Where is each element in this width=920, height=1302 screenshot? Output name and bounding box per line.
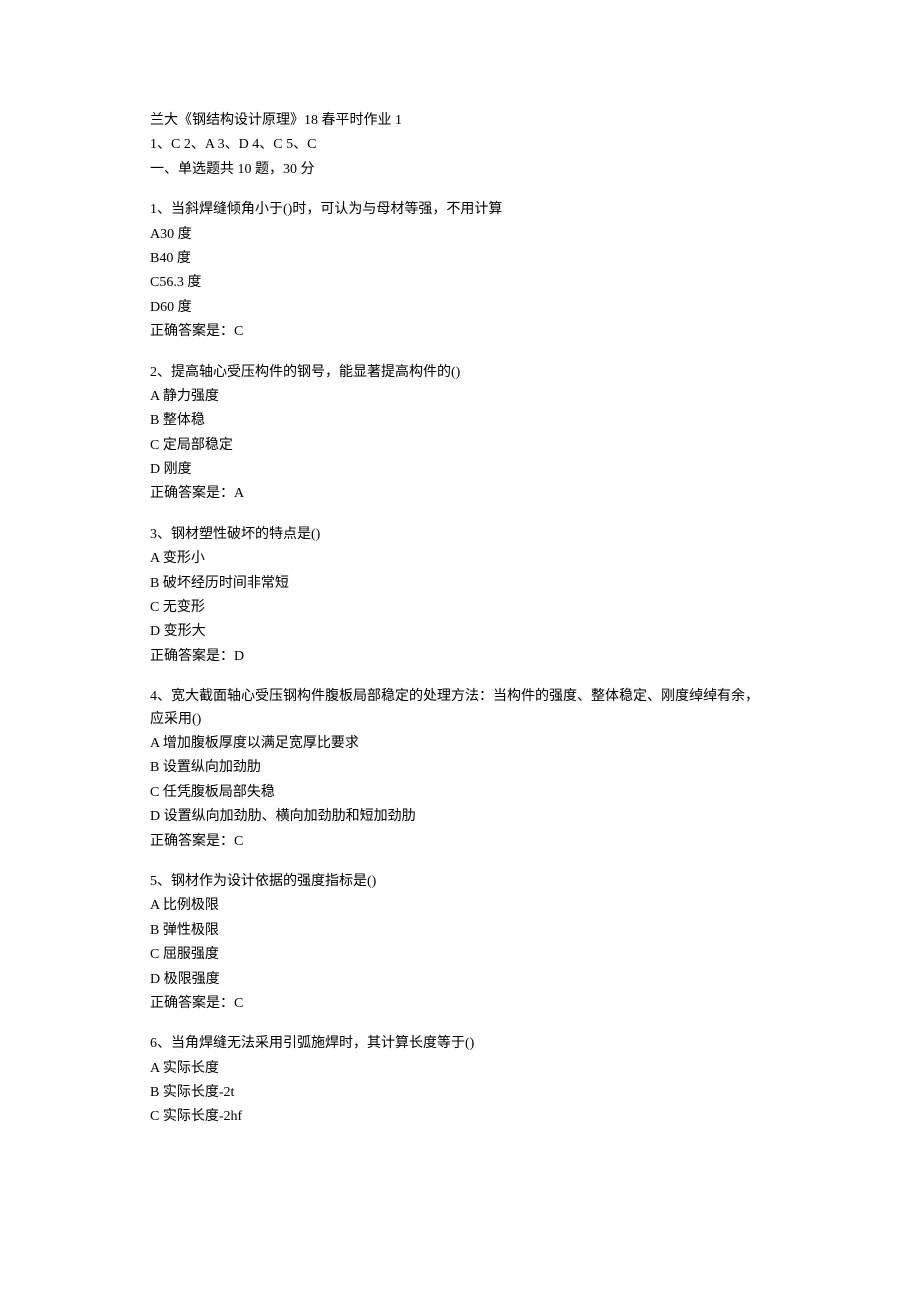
option-line: B40 度 [150, 248, 770, 270]
question-block: 3、钢材塑性破坏的特点是()A 变形小 B 破坏经历时间非常短C 无变形D 变形大… [150, 524, 770, 668]
document-title: 兰大《钢结构设计原理》18 春平时作业 1 [150, 110, 770, 132]
option-line: C56.3 度 [150, 272, 770, 294]
option-line: B 实际长度-2t [150, 1082, 770, 1104]
option-line: D 变形大 [150, 621, 770, 643]
option-line: B 设置纵向加劲肋 [150, 757, 770, 779]
option-line: B 破坏经历时间非常短 [150, 573, 770, 595]
answer-line: 正确答案是：D [150, 646, 770, 668]
option-line: A 实际长度 [150, 1058, 770, 1080]
question-stem: 6、当角焊缝无法采用引弧施焊时，其计算长度等于() [150, 1033, 770, 1055]
option-line: C 定局部稳定 [150, 435, 770, 457]
question-block: 1、当斜焊缝倾角小于()时，可认为与母材等强，不用计算 A30 度B40 度C56… [150, 199, 770, 343]
option-line: C 任凭腹板局部失稳 [150, 782, 770, 804]
question-block: 4、宽大截面轴心受压钢构件腹板局部稳定的处理方法：当构件的强度、整体稳定、刚度绰… [150, 686, 770, 853]
option-line: A 增加腹板厚度以满足宽厚比要求 [150, 733, 770, 755]
option-line: A 静力强度 [150, 386, 770, 408]
answer-key: 1、C 2、A 3、D 4、C 5、C [150, 134, 770, 156]
question-stem: 5、钢材作为设计依据的强度指标是() [150, 871, 770, 893]
answer-line: 正确答案是：A [150, 483, 770, 505]
question-block: 2、提高轴心受压构件的钢号，能显著提高构件的()A 静力强度B 整体稳 C 定局部… [150, 362, 770, 506]
option-line: B 整体稳 [150, 410, 770, 432]
question-block: 6、当角焊缝无法采用引弧施焊时，其计算长度等于() A 实际长度B 实际长度-2t… [150, 1033, 770, 1129]
option-line: A30 度 [150, 224, 770, 246]
option-line: D 刚度 [150, 459, 770, 481]
question-stem: 4、宽大截面轴心受压钢构件腹板局部稳定的处理方法：当构件的强度、整体稳定、刚度绰… [150, 686, 770, 731]
option-line: A 变形小 [150, 548, 770, 570]
question-block: 5、钢材作为设计依据的强度指标是()A 比例极限 B 弹性极限C 屈服强度 D 极限… [150, 871, 770, 1015]
option-line: D 极限强度 [150, 969, 770, 991]
questions-container: 1、当斜焊缝倾角小于()时，可认为与母材等强，不用计算 A30 度B40 度C56… [150, 199, 770, 1129]
answer-line: 正确答案是：C [150, 321, 770, 343]
question-stem: 2、提高轴心受压构件的钢号，能显著提高构件的() [150, 362, 770, 384]
option-line: C 无变形 [150, 597, 770, 619]
option-line: C 屈服强度 [150, 944, 770, 966]
option-line: C 实际长度-2hf [150, 1106, 770, 1128]
option-line: A 比例极限 [150, 895, 770, 917]
question-stem: 3、钢材塑性破坏的特点是() [150, 524, 770, 546]
section-heading: 一、单选题共 10 题，30 分 [150, 159, 770, 181]
answer-line: 正确答案是：C [150, 831, 770, 853]
question-stem: 1、当斜焊缝倾角小于()时，可认为与母材等强，不用计算 [150, 199, 770, 221]
answer-line: 正确答案是：C [150, 993, 770, 1015]
option-line: B 弹性极限 [150, 920, 770, 942]
option-line: D 设置纵向加劲肋、横向加劲肋和短加劲肋 [150, 806, 770, 828]
option-line: D60 度 [150, 297, 770, 319]
